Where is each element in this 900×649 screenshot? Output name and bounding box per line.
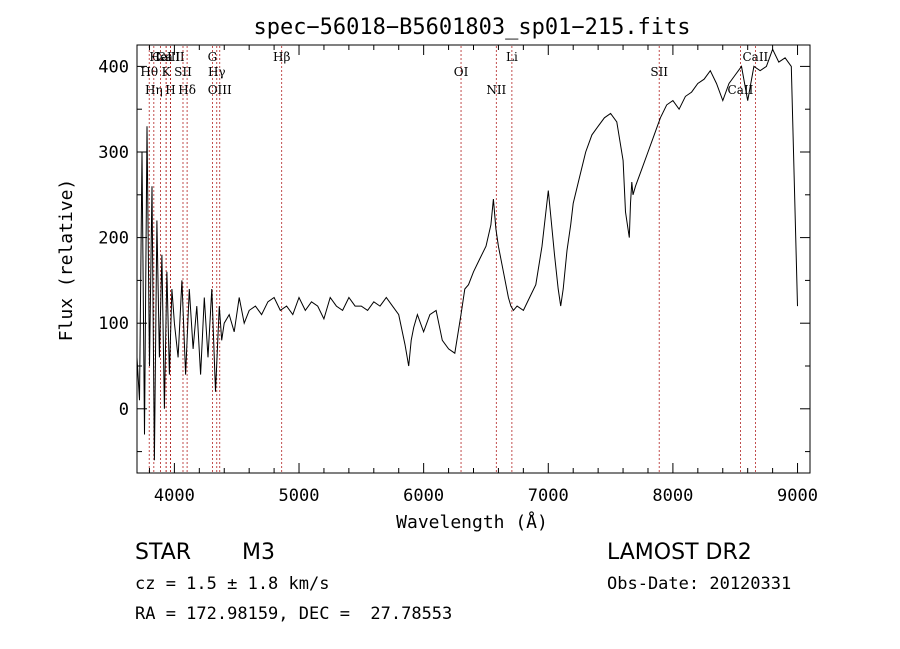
x-tick-label: 5000 [279, 486, 320, 506]
x-tick-label: 4000 [154, 486, 195, 506]
line-marker-label: Ca II [152, 50, 180, 64]
line-marker-label: Li [506, 50, 518, 64]
spectrum-line [136, 48, 798, 461]
spectral-subclass: M3 [242, 540, 275, 565]
redshift-readout: cz = 1.5 ± 1.8 km/s [135, 574, 330, 594]
coordinates-readout: RA = 172.98159, DEC = 27.78553 [135, 604, 453, 624]
survey-label: LAMOST DR2 [607, 540, 752, 565]
line-marker-label: Hθ [140, 65, 158, 79]
line-marker-label: Hη [145, 83, 163, 97]
x-axis-label: Wavelength (Å) [396, 511, 548, 533]
x-tick-label: 6000 [403, 486, 444, 506]
spectral-class: STAR [135, 540, 192, 565]
line-marker-label: G [208, 50, 218, 64]
y-tick-label: 400 [98, 57, 129, 77]
line-marker-label: NII [486, 83, 506, 97]
y-tick-label: 100 [98, 314, 129, 334]
line-marker-label: Hδ [178, 83, 196, 97]
observation-date: Obs-Date: 20120331 [607, 574, 792, 594]
y-tick-label: 300 [98, 143, 129, 163]
line-marker-label: Hβ [273, 50, 290, 64]
line-marker-label: Hγ [208, 65, 226, 79]
line-marker-label: SII [174, 65, 192, 79]
line-marker-label: K [162, 65, 172, 79]
line-marker-label: HeI [149, 50, 172, 64]
line-marker-label: CaII [742, 50, 768, 64]
line-marker-label: CaII [728, 83, 754, 97]
line-marker-label: Ca II [156, 50, 184, 64]
x-tick-label: 8000 [652, 486, 693, 506]
y-axis-ticks: 0 100 200 300 400 [98, 57, 810, 453]
line-marker-label: SII [650, 65, 668, 79]
x-tick-label: 9000 [777, 486, 818, 506]
x-tick-label: 7000 [528, 486, 569, 506]
plot-frame [136, 44, 811, 474]
y-tick-label: 200 [98, 229, 129, 249]
line-marker-label: OIII [208, 83, 232, 97]
line-marker-label: OI [454, 65, 469, 79]
y-axis-label: Flux (relative) [56, 179, 77, 342]
x-axis-ticks: 4000 5000 6000 7000 8000 9000 [148, 45, 818, 506]
chart-title: spec−56018−B5601803_sp01−215.fits [253, 15, 690, 40]
y-tick-label: 0 [119, 400, 129, 420]
